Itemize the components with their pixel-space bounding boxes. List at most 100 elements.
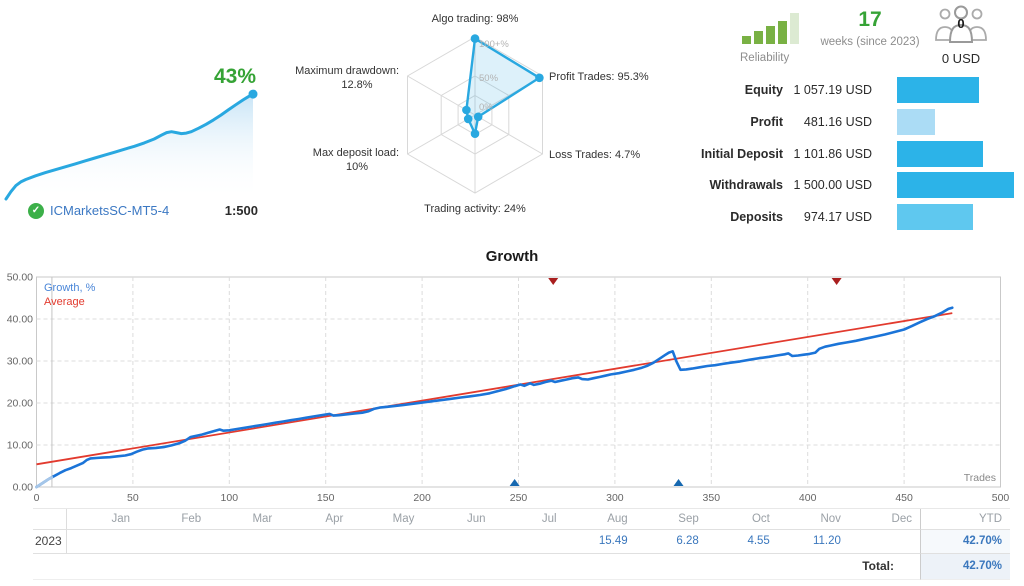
account-server-name[interactable]: ICMarketsSC-MT5-4 bbox=[50, 203, 170, 218]
month-value-feb bbox=[138, 530, 210, 554]
radar-label-trading-activity: Trading activity: 24% bbox=[424, 203, 526, 215]
month-header-aug: Aug bbox=[564, 509, 636, 530]
total-value: 42.70% bbox=[920, 554, 1010, 580]
radar-label-maximum-drawdown: Maximum drawdown: bbox=[295, 65, 399, 77]
month-value-may bbox=[351, 530, 423, 554]
stat-value-deposits: 974.17 USD bbox=[803, 210, 872, 225]
month-value-mar bbox=[209, 530, 281, 554]
weeks-count: 17 bbox=[858, 8, 882, 31]
ytd-header: YTD bbox=[920, 509, 1010, 530]
average-line bbox=[36, 312, 953, 466]
radar-label-max-deposit-load-value: 10% bbox=[346, 161, 368, 173]
subscribers-block: 0 0 USD bbox=[922, 4, 1000, 66]
svg-text:350: 350 bbox=[703, 492, 721, 504]
metrics-radar-chart: Algo trading: 98% Profit Trades: 95.3% L… bbox=[295, 13, 649, 215]
stat-value-equity: 1 057.19 USD bbox=[793, 83, 872, 97]
radar-ring-label-50: 50% bbox=[479, 73, 499, 84]
month-header-sep: Sep bbox=[635, 509, 707, 530]
verified-check-icon: ✓ bbox=[28, 203, 44, 219]
x-axis-title: Trades bbox=[964, 472, 996, 484]
svg-text:0.00: 0.00 bbox=[13, 482, 34, 494]
monthly-growth-table: Jan Feb Mar Apr May Jun Jul Aug Sep Oct Nov Dec YTD 2… bbox=[33, 508, 1010, 580]
month-header-apr: Apr bbox=[280, 509, 352, 530]
month-value-jul bbox=[493, 530, 565, 554]
deposit-event-marker-icon bbox=[509, 479, 520, 486]
stat-label-withdrawals: Withdrawals bbox=[709, 178, 783, 193]
svg-text:300: 300 bbox=[606, 492, 624, 504]
weeks-block: 17 weeks (since 2023) bbox=[820, 8, 920, 48]
stat-value-profit: 481.16 USD bbox=[803, 114, 872, 129]
svg-text:40.00: 40.00 bbox=[7, 314, 33, 326]
month-value-apr bbox=[280, 530, 352, 554]
month-header-jun: Jun bbox=[422, 509, 494, 530]
loss-event-marker-icon bbox=[831, 278, 842, 285]
svg-text:0: 0 bbox=[34, 492, 40, 504]
weeks-caption: weeks (since 2023) bbox=[820, 36, 920, 48]
growth-line-pre-start bbox=[35, 476, 54, 489]
month-header-mar: Mar bbox=[209, 509, 281, 530]
total-label: Total: bbox=[67, 554, 920, 580]
year-label: 2023 bbox=[33, 530, 67, 554]
stat-bar-deposits bbox=[897, 204, 973, 231]
radar-label-loss-trades: Loss Trades: 4.7% bbox=[549, 149, 640, 161]
stat-label-initial-deposit: Initial Deposit bbox=[701, 146, 783, 161]
reliability-block: Reliability bbox=[736, 12, 818, 64]
mini-endpoint-dot bbox=[248, 89, 258, 99]
svg-text:250: 250 bbox=[510, 492, 528, 504]
deposit-event-marker-icon bbox=[673, 479, 684, 486]
svg-text:50.00: 50.00 bbox=[7, 272, 33, 284]
growth-lines bbox=[35, 277, 954, 489]
svg-text:20.00: 20.00 bbox=[7, 398, 33, 410]
month-header-may: May bbox=[351, 509, 423, 530]
account-leverage: 1:500 bbox=[224, 203, 258, 218]
month-header-jul: Jul bbox=[493, 509, 565, 530]
account-row: ✓ ICMarketsSC-MT5-4 1:500 bbox=[0, 201, 280, 221]
stat-bar-profit bbox=[897, 108, 935, 135]
svg-text:10.00: 10.00 bbox=[7, 440, 33, 452]
stat-label-profit: Profit bbox=[750, 114, 783, 129]
mini-area-fill bbox=[6, 94, 253, 200]
month-value-oct: 4.55 bbox=[706, 530, 778, 554]
account-growth-mini-chart: 43% bbox=[4, 65, 258, 201]
svg-text:50: 50 bbox=[127, 492, 139, 504]
month-value-nov: 11.20 bbox=[777, 530, 849, 554]
growth-chart-title: Growth bbox=[485, 248, 539, 265]
month-value-sep: 6.28 bbox=[635, 530, 707, 554]
svg-text:150: 150 bbox=[317, 492, 335, 504]
svg-text:200: 200 bbox=[413, 492, 431, 504]
stat-label-equity: Equity bbox=[744, 83, 783, 97]
svg-text:30.00: 30.00 bbox=[7, 356, 33, 368]
month-value-jan bbox=[67, 530, 139, 554]
stat-value-withdrawals: 1 500.00 USD bbox=[793, 178, 872, 193]
radar-label-maximum-drawdown-value: 12.8% bbox=[341, 79, 372, 91]
growth-grid: 0.00 10.00 20.00 30.00 40.00 50.00 0 50 100 150 20… bbox=[7, 272, 1010, 505]
stat-bar-initial-deposit bbox=[897, 140, 983, 167]
stat-bar-withdrawals bbox=[897, 172, 1014, 199]
stat-bar-equity bbox=[897, 77, 979, 103]
svg-text:500: 500 bbox=[992, 492, 1010, 504]
svg-text:450: 450 bbox=[895, 492, 913, 504]
month-header-dec: Dec bbox=[848, 509, 920, 530]
radar-data-polygon bbox=[462, 34, 544, 138]
reliability-label: Reliability bbox=[740, 52, 790, 64]
stat-value-initial-deposit: 1 101.86 USD bbox=[793, 146, 872, 161]
month-header-feb: Feb bbox=[138, 509, 210, 530]
month-header-jan: Jan bbox=[67, 509, 139, 530]
svg-text:100: 100 bbox=[221, 492, 239, 504]
growth-line bbox=[35, 306, 954, 489]
month-header-oct: Oct bbox=[706, 509, 778, 530]
ytd-value: 42.70% bbox=[920, 530, 1010, 554]
radar-label-max-deposit-load: Max deposit load: bbox=[313, 147, 399, 159]
subscribers-icon: 0 bbox=[935, 5, 987, 43]
mini-growth-line bbox=[4, 92, 255, 201]
subscribers-count: 0 bbox=[957, 16, 964, 31]
svg-text:400: 400 bbox=[799, 492, 817, 504]
month-header-nov: Nov bbox=[777, 509, 849, 530]
radar-ring-label-0: 0% bbox=[479, 102, 493, 113]
legend-growth: Growth, % bbox=[44, 282, 96, 294]
loss-event-marker-icon bbox=[548, 278, 559, 285]
mini-growth-percent: 43% bbox=[214, 65, 256, 88]
legend-average: Average bbox=[44, 296, 85, 308]
month-value-aug: 15.49 bbox=[564, 530, 636, 554]
subscribers-funds: 0 USD bbox=[941, 51, 981, 66]
